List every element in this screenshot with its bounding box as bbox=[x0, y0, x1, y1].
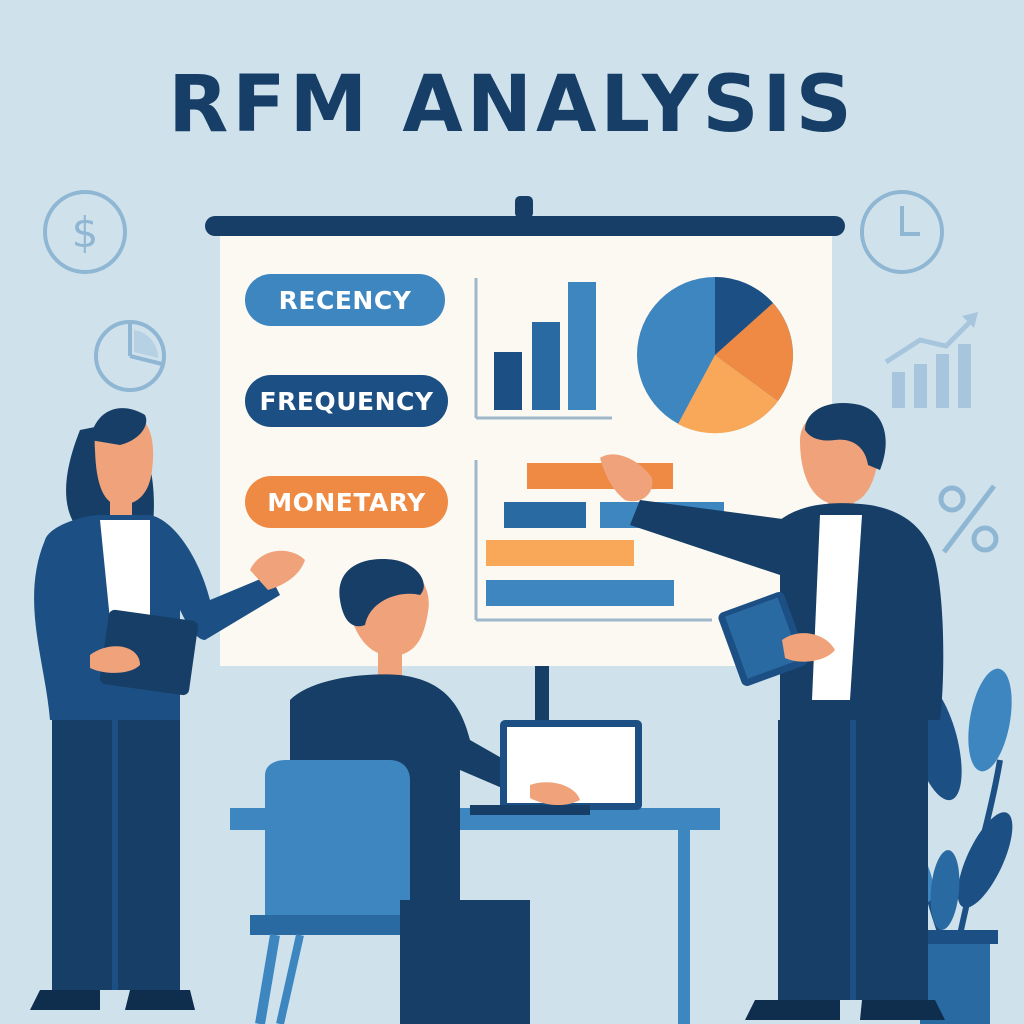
page-title: RFM ANALYSIS bbox=[168, 60, 856, 150]
seated-analyst bbox=[230, 559, 720, 1024]
pie-chart-icon bbox=[94, 320, 166, 392]
monetary-label: MONETARY bbox=[245, 476, 448, 528]
bar-chart bbox=[474, 278, 612, 420]
svg-text:$: $ bbox=[72, 208, 99, 257]
man-presenter bbox=[600, 402, 945, 1020]
percent-icon bbox=[938, 484, 999, 554]
clock-icon bbox=[860, 190, 944, 274]
dollar-icon: $ bbox=[43, 190, 127, 274]
recency-label: RECENCY bbox=[245, 274, 445, 326]
trend-up-icon bbox=[884, 312, 978, 408]
pie-chart bbox=[637, 277, 793, 434]
frequency-label: FREQUENCY bbox=[245, 375, 448, 427]
woman-presenter bbox=[30, 408, 305, 1010]
